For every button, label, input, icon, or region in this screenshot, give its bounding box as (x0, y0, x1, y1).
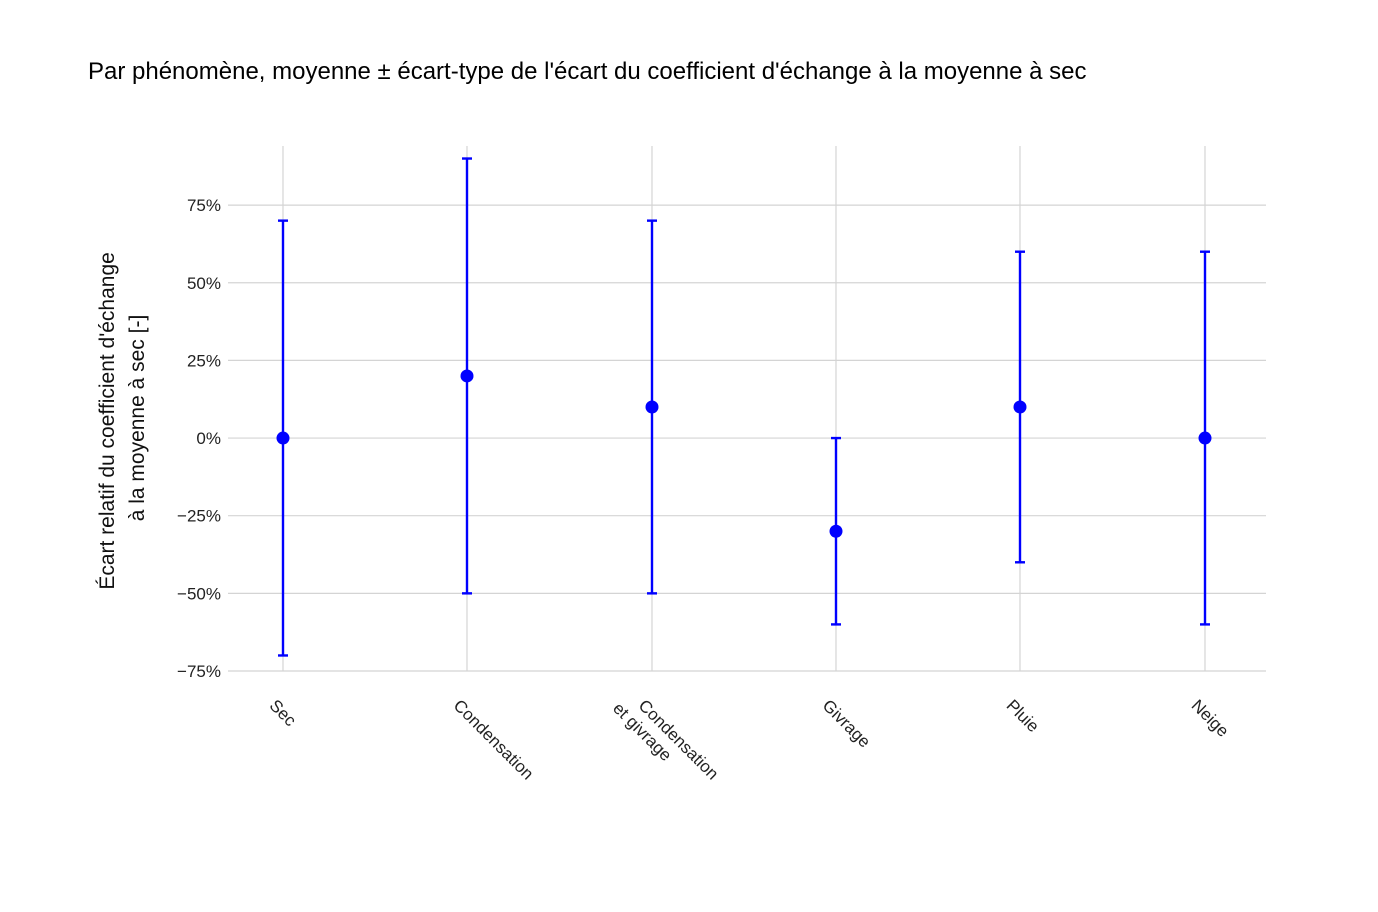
mean-point (460, 369, 474, 383)
mean-point (1198, 431, 1212, 445)
y-axis-label: Écart relatif du coefficient d'échange à… (96, 246, 149, 589)
chart-title: Par phénomène, moyenne ± écart-type de l… (88, 58, 1087, 85)
x-tick-label: Pluie (1003, 696, 1043, 736)
y-tick-labels: −75% −50% −25% 0% 25% 50% 75% (177, 196, 221, 681)
y-tick-label: −75% (177, 662, 221, 681)
x-tick-label: Condensation (450, 696, 538, 784)
mean-point (645, 400, 659, 414)
mean-point (829, 524, 843, 538)
x-tick-labels: Sec Condensation Condensationet givrage Giv… (266, 685, 1233, 798)
x-tick-label: Neige (1188, 696, 1233, 741)
y-axis-label-line-2: à la moyenne à sec [-] (126, 315, 149, 522)
y-tick-label: 0% (196, 429, 221, 448)
y-tick-label: −25% (177, 507, 221, 526)
y-tick-label: 25% (187, 351, 221, 370)
x-tick-label-line: Pluie (1003, 696, 1043, 736)
x-tick-label-line: Sec (266, 696, 301, 731)
x-tick-label-line: Neige (1188, 696, 1233, 741)
x-tick-label-line: Condensation (450, 696, 538, 784)
x-tick-label: Sec (266, 696, 301, 731)
error-bar-marks (276, 157, 1212, 657)
y-axis-label-line-1: Écart relatif du coefficient d'échange (96, 252, 119, 590)
mean-point (1013, 400, 1027, 414)
x-tick-label-line: Givrage (819, 696, 875, 752)
x-gridlines (282, 146, 1206, 671)
y-tick-label: −50% (177, 584, 221, 603)
x-tick-label: Condensationet givrage (609, 685, 722, 798)
x-tick-label: Givrage (819, 696, 875, 752)
y-gridlines (228, 204, 1266, 672)
y-tick-label: 50% (187, 274, 221, 293)
mean-point (276, 431, 290, 445)
y-tick-label: 75% (187, 196, 221, 215)
